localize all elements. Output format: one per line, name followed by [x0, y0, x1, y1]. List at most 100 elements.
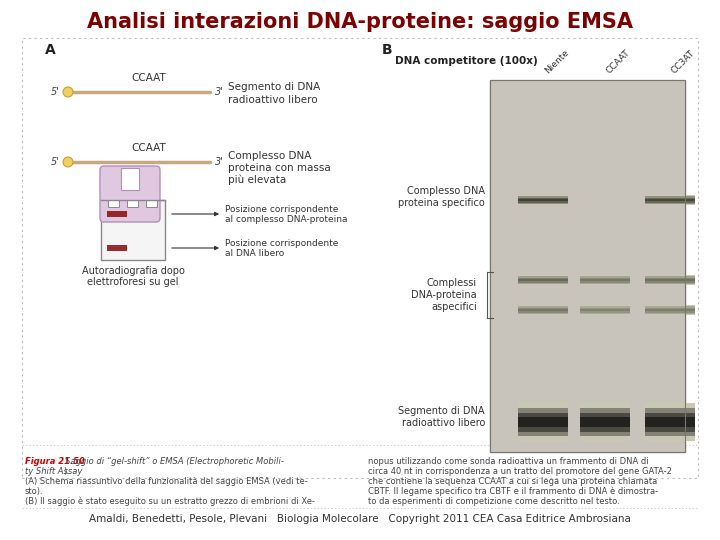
Bar: [580, 309, 630, 310]
Bar: [518, 275, 568, 276]
Text: circa 40 nt in corrispondenza a un tratto del promotore del gene GATA-2: circa 40 nt in corrispondenza a un tratt…: [368, 467, 672, 476]
Text: CCAAT: CCAAT: [132, 143, 166, 153]
Bar: [645, 282, 695, 284]
Bar: [580, 417, 630, 422]
Text: B: B: [382, 43, 392, 57]
Bar: [645, 403, 695, 408]
Bar: [645, 311, 695, 313]
Text: Segmento di DNA: Segmento di DNA: [228, 82, 320, 92]
Bar: [645, 313, 695, 314]
Bar: [580, 311, 630, 313]
Bar: [580, 422, 630, 427]
Text: ty Shift Assay: ty Shift Assay: [25, 467, 82, 476]
Bar: [645, 275, 695, 276]
Text: ).: ).: [63, 467, 69, 476]
Bar: [645, 200, 695, 201]
Text: Posizione corrispondente: Posizione corrispondente: [225, 239, 338, 247]
Bar: [645, 309, 695, 310]
Text: CBTF. Il legame specifico tra CBTF e il frammento di DNA è dimostra-: CBTF. Il legame specifico tra CBTF e il …: [368, 487, 658, 496]
Bar: [518, 278, 568, 279]
Bar: [645, 279, 695, 280]
Text: Complesso DNA
proteina specifico: Complesso DNA proteina specifico: [398, 186, 485, 208]
Text: CCAAT: CCAAT: [605, 48, 632, 75]
Text: Autoradiografia dopo: Autoradiografia dopo: [81, 266, 184, 276]
Bar: [580, 403, 630, 408]
Text: Segmento di DNA
radioattivo libero: Segmento di DNA radioattivo libero: [398, 406, 485, 428]
Text: più elevata: più elevata: [228, 175, 287, 185]
Bar: [518, 427, 568, 431]
Bar: [518, 204, 568, 205]
Bar: [645, 307, 695, 309]
Bar: [580, 427, 630, 431]
Bar: [580, 305, 630, 306]
Bar: [645, 281, 695, 282]
Bar: [645, 314, 695, 315]
Bar: [580, 282, 630, 284]
Text: (A) Schema riassuntivo della funzionalità del saggio EMSA (vedi te-: (A) Schema riassuntivo della funzionalit…: [25, 477, 307, 486]
Text: Amaldi, Benedetti, Pesole, Plevani   Biologia Molecolare   Copyright 2011 CEA Ca: Amaldi, Benedetti, Pesole, Plevani Biolo…: [89, 514, 631, 524]
Bar: [146, 200, 157, 207]
Bar: [580, 275, 630, 276]
Text: CC3AT: CC3AT: [670, 48, 697, 75]
Bar: [518, 408, 568, 413]
Text: (B) Il saggio è stato eseguito su un estratto grezzo di embrioni di Xe-: (B) Il saggio è stato eseguito su un est…: [25, 497, 315, 507]
Text: A: A: [45, 43, 55, 57]
Text: radioattivo libero: radioattivo libero: [228, 95, 318, 105]
Circle shape: [63, 87, 73, 97]
Bar: [645, 408, 695, 413]
Bar: [121, 168, 139, 190]
Bar: [518, 305, 568, 306]
Text: DNA competitore (100x): DNA competitore (100x): [395, 56, 538, 66]
Text: 5': 5': [51, 87, 60, 97]
Bar: [645, 278, 695, 279]
Bar: [580, 436, 630, 441]
Bar: [645, 204, 695, 205]
Bar: [580, 413, 630, 417]
Circle shape: [63, 157, 73, 167]
Text: Complesso DNA: Complesso DNA: [228, 151, 311, 161]
Bar: [518, 436, 568, 441]
Bar: [518, 431, 568, 436]
Bar: [645, 306, 695, 307]
FancyBboxPatch shape: [100, 166, 160, 222]
Text: al complesso DNA-proteina: al complesso DNA-proteina: [225, 215, 348, 225]
Bar: [580, 306, 630, 307]
Bar: [518, 201, 568, 202]
Bar: [580, 307, 630, 309]
Text: Complessi
DNA-proteina
aspecifici: Complessi DNA-proteina aspecifici: [411, 279, 477, 312]
Bar: [490, 80, 685, 452]
Bar: [518, 307, 568, 309]
Text: nopus utilizzando come sonda radioattiva un frammento di DNA di: nopus utilizzando come sonda radioattiva…: [368, 457, 649, 466]
Bar: [518, 413, 568, 417]
Bar: [645, 310, 695, 311]
Bar: [490, 80, 685, 452]
Bar: [518, 282, 568, 284]
Bar: [518, 202, 568, 204]
Bar: [518, 417, 568, 422]
Text: Figura 21.50: Figura 21.50: [25, 457, 88, 466]
Text: 3': 3': [215, 87, 224, 97]
Text: CCAAT: CCAAT: [132, 73, 166, 83]
Bar: [645, 413, 695, 417]
Bar: [518, 310, 568, 311]
Bar: [101, 200, 165, 260]
Bar: [518, 199, 568, 200]
Bar: [518, 422, 568, 427]
Bar: [645, 195, 695, 196]
Text: elettroforesi su gel: elettroforesi su gel: [87, 277, 179, 287]
Bar: [518, 309, 568, 310]
Bar: [518, 403, 568, 408]
Bar: [580, 313, 630, 314]
Text: sto).: sto).: [25, 487, 44, 496]
Bar: [518, 281, 568, 282]
Bar: [580, 279, 630, 280]
Bar: [645, 431, 695, 436]
Bar: [580, 278, 630, 279]
Bar: [580, 314, 630, 315]
Bar: [580, 276, 630, 278]
Bar: [518, 276, 568, 278]
Bar: [518, 195, 568, 196]
Bar: [518, 198, 568, 199]
Bar: [645, 436, 695, 441]
Bar: [518, 200, 568, 201]
